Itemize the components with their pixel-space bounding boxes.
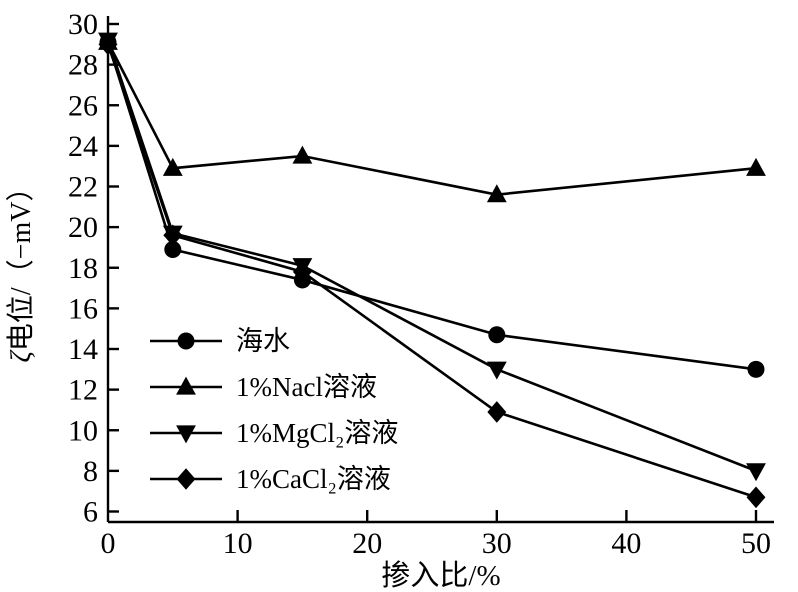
- data-point-circle: [488, 326, 506, 344]
- legend-item-1: 1%Nacl溶液: [150, 372, 377, 402]
- y-tick-label: 22: [68, 171, 98, 204]
- y-tick-label: 20: [68, 211, 98, 244]
- data-point-diamond: [163, 224, 183, 247]
- legend-item-3: 1%CaCl₂溶液: [150, 464, 391, 494]
- data-point-diamond: [487, 401, 507, 423]
- data-point-diamond: [746, 486, 766, 509]
- y-tick-label: 8: [83, 455, 98, 488]
- legend-triangle-up-icon: [176, 376, 196, 395]
- series-2: [98, 32, 766, 482]
- series-line: [106, 41, 757, 371]
- data-point-triangle-up: [292, 145, 313, 164]
- tick-labels: 6 8 10 12 14 16 18 20 22 24 26 28 30 0 10 20 30 40 50: [68, 8, 771, 560]
- y-tick-label: 6: [83, 496, 98, 529]
- y-tick-label: 24: [68, 130, 98, 163]
- y-tick-label: 18: [68, 252, 98, 285]
- svg-text:ζ电位/（−mV）: ζ电位/（−mV）: [5, 174, 37, 363]
- series-3: [98, 33, 766, 509]
- series-line: [106, 43, 757, 499]
- axes: [106, 16, 774, 524]
- legend-label: 1%Nacl溶液: [236, 372, 377, 402]
- data-point-circle: [164, 240, 182, 258]
- legend-item-2: 1%MgCl₂溶液: [150, 418, 398, 448]
- x-tick-label: 0: [101, 527, 116, 560]
- data-point-diamond: [98, 33, 118, 56]
- series-0: [99, 33, 765, 378]
- legend-item-0: 海水: [150, 326, 290, 356]
- data-point-triangle-up: [486, 184, 507, 203]
- x-tick-label: 20: [352, 527, 382, 560]
- data-point-triangle-down: [746, 463, 766, 482]
- legend-diamond-icon: [176, 468, 196, 490]
- data-point-diamond: [292, 261, 312, 283]
- y-tick-label: 14: [68, 333, 98, 366]
- data-point-triangle-up: [746, 157, 766, 176]
- legend-label: 1%CaCl₂溶液: [236, 464, 391, 494]
- series-line: [106, 39, 757, 473]
- x-tick-label: 10: [223, 527, 253, 560]
- legend-triangle-down-icon: [176, 425, 196, 444]
- data-point-triangle-down: [486, 361, 507, 380]
- y-tick-label: 28: [68, 49, 98, 82]
- y-tick-label: 16: [68, 292, 98, 325]
- series-1: [98, 31, 766, 203]
- series-line: [106, 41, 757, 196]
- y-tick-label: 26: [68, 89, 98, 122]
- y-tick-label: 10: [68, 414, 98, 447]
- y-axis-label: ζ电位/（−mV）: [5, 174, 37, 363]
- data-point-triangle-up: [162, 157, 183, 176]
- y-tick-label: 12: [68, 374, 98, 407]
- data-point-circle: [747, 360, 765, 378]
- x-tick-label: 50: [741, 527, 771, 560]
- legend-label: 1%MgCl₂溶液: [236, 418, 398, 448]
- x-axis-label: 掺入比/%: [381, 559, 500, 592]
- legend-circle-icon: [177, 332, 195, 350]
- x-tick-label: 30: [482, 527, 512, 560]
- y-tick-label: 30: [68, 8, 98, 41]
- legend-label: 海水: [236, 326, 290, 356]
- x-tick-label: 40: [611, 527, 641, 560]
